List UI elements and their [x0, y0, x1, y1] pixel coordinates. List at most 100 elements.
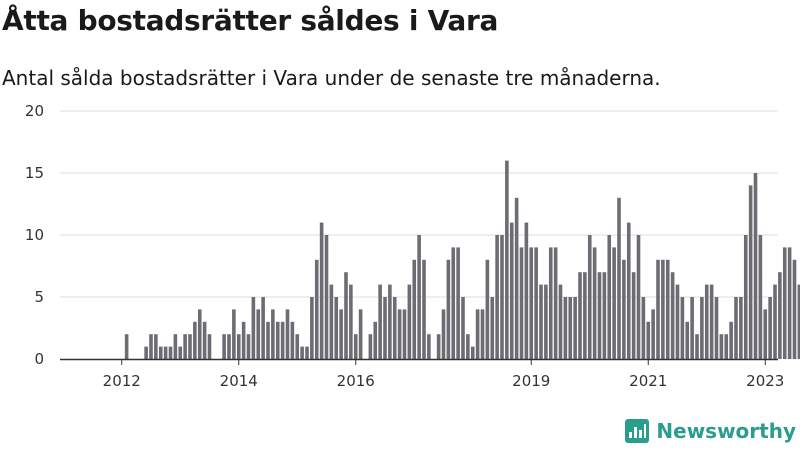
bar — [622, 259, 626, 359]
bar — [734, 297, 738, 359]
bar — [670, 272, 675, 359]
bar — [339, 309, 343, 359]
bar — [758, 235, 763, 359]
bar — [417, 235, 421, 359]
chart-subtitle: Antal sålda bostadsrätter i Vara under d… — [2, 66, 661, 90]
bar — [519, 247, 524, 359]
bar — [383, 297, 387, 359]
bar — [607, 235, 612, 359]
bar — [261, 297, 265, 359]
bar — [251, 297, 256, 359]
bar — [636, 235, 641, 359]
bar — [207, 334, 212, 359]
bar — [773, 284, 777, 359]
bar — [675, 284, 680, 359]
bar-chart: 0510152082012201420162019202120232025 — [25, 102, 800, 390]
bar — [373, 321, 378, 359]
bar — [456, 247, 460, 359]
bar — [646, 321, 651, 359]
bar — [578, 272, 582, 359]
bar — [329, 284, 334, 359]
bar — [495, 235, 499, 359]
x-tick-label: 2023 — [746, 372, 784, 390]
bar — [743, 235, 748, 359]
bar — [163, 346, 168, 359]
bar — [787, 247, 792, 359]
bar — [539, 284, 543, 359]
bar — [553, 247, 558, 359]
bar — [719, 334, 724, 359]
bar — [461, 297, 465, 359]
bar — [704, 284, 709, 359]
bar — [505, 160, 509, 359]
bar — [334, 297, 339, 359]
bar — [617, 197, 621, 359]
bar — [305, 346, 309, 359]
bar — [748, 185, 753, 359]
bar — [753, 173, 758, 359]
bar — [149, 334, 153, 359]
bar — [544, 284, 548, 359]
bar — [349, 284, 353, 359]
bar — [792, 259, 797, 359]
bar — [222, 334, 226, 359]
bar — [509, 222, 514, 359]
bar — [368, 334, 373, 359]
chart-title: Åtta bostadsrätter såldes i Vara — [2, 4, 499, 37]
x-tick-label: 2019 — [512, 372, 550, 390]
bar — [285, 309, 290, 359]
bar — [451, 247, 456, 359]
bar — [271, 309, 275, 359]
bar — [295, 334, 300, 359]
bar — [661, 259, 665, 359]
bar — [358, 309, 363, 359]
bar — [558, 284, 563, 359]
bar — [378, 284, 382, 359]
bar — [197, 309, 202, 359]
bar — [602, 272, 607, 359]
bar — [314, 259, 319, 359]
bar — [490, 297, 495, 359]
bar — [407, 284, 412, 359]
bar — [729, 321, 733, 359]
x-tick-label: 2021 — [629, 372, 667, 390]
bar — [763, 309, 768, 359]
bar — [202, 321, 207, 359]
bar — [782, 247, 787, 359]
bar — [690, 297, 694, 359]
bar — [500, 235, 504, 359]
brand-logo: Newsworthy — [624, 418, 796, 444]
bar — [256, 309, 261, 359]
bar — [739, 297, 743, 359]
bar — [436, 334, 441, 359]
bar — [168, 346, 173, 359]
bar — [797, 284, 800, 359]
bar — [188, 334, 192, 359]
bar — [236, 334, 241, 359]
bar — [485, 259, 490, 359]
bar — [402, 309, 407, 359]
x-tick-label: 2014 — [220, 372, 258, 390]
bar — [324, 235, 329, 359]
bar — [709, 284, 714, 359]
bar — [778, 272, 782, 359]
bar — [656, 259, 660, 359]
bar — [154, 334, 158, 359]
bar — [178, 346, 183, 359]
bar — [412, 259, 417, 359]
bar — [665, 259, 670, 359]
bar — [573, 297, 577, 359]
bar — [724, 334, 729, 359]
y-tick-label: 15 — [25, 164, 44, 182]
bar — [275, 321, 280, 359]
bar — [290, 321, 295, 359]
bar — [470, 346, 475, 359]
bar — [241, 321, 246, 359]
bar — [232, 309, 236, 359]
bar — [480, 309, 485, 359]
bar — [466, 334, 470, 359]
y-tick-label: 0 — [34, 350, 44, 368]
bar — [768, 297, 772, 359]
bar — [310, 297, 314, 359]
bar — [422, 259, 426, 359]
